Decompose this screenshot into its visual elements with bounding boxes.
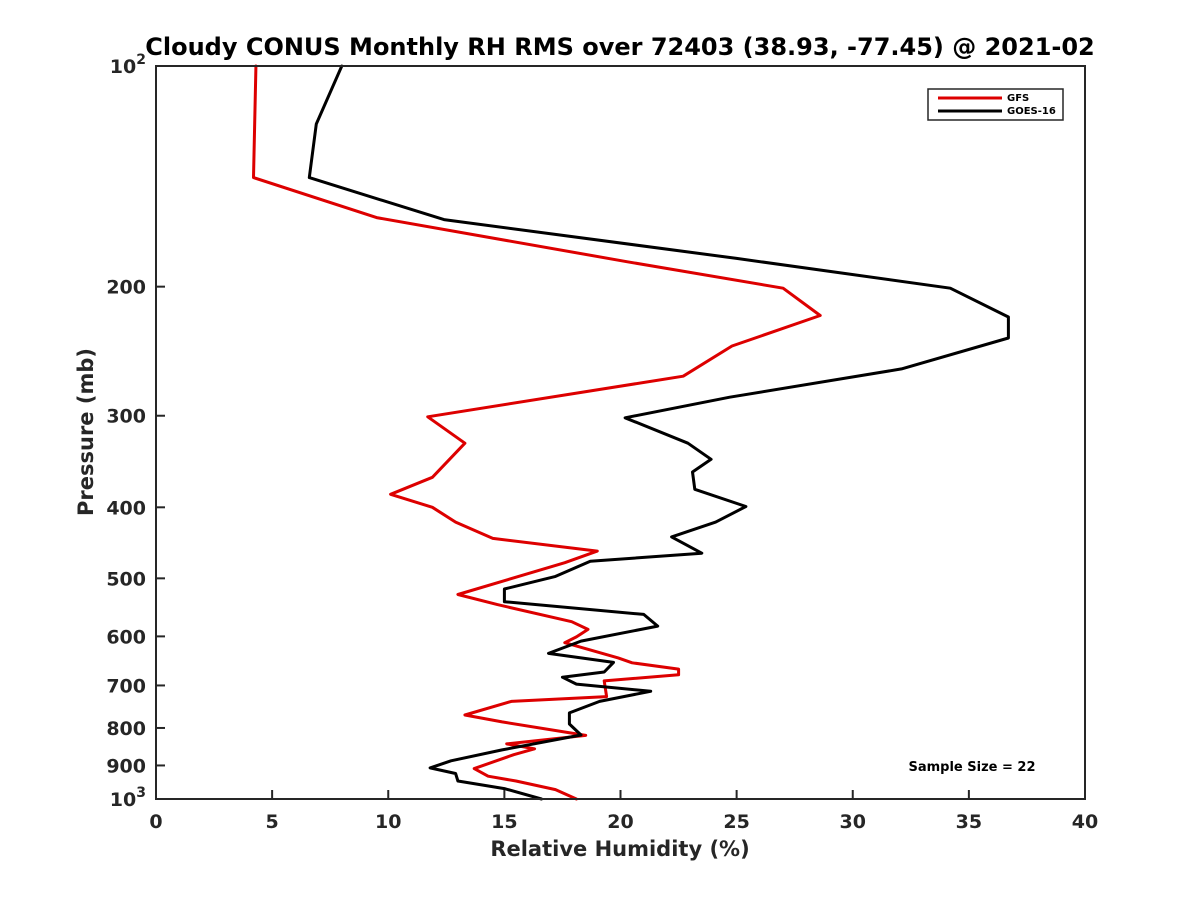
x-tick-label: 20 xyxy=(607,811,633,833)
y-tick-label: 400 xyxy=(106,497,146,519)
x-tick-label: 5 xyxy=(266,811,279,833)
x-tick-label: 15 xyxy=(491,811,517,833)
x-tick-label: 25 xyxy=(723,811,749,833)
x-tick-label: 30 xyxy=(840,811,866,833)
x-tick-label: 0 xyxy=(149,811,162,833)
series-line-gfs xyxy=(252,64,822,801)
legend: GFS GOES-16 xyxy=(927,88,1064,121)
y-tick-label: 600 xyxy=(106,626,146,648)
y-tick-label: 103 xyxy=(110,785,146,811)
chart-title: Cloudy CONUS Monthly RH RMS over 72403 (… xyxy=(145,33,1095,61)
x-axis: 0 5 10 15 20 25 30 35 40 xyxy=(149,790,1098,833)
x-tick-label: 10 xyxy=(375,811,401,833)
y-tick-label: 300 xyxy=(106,406,146,428)
x-tick-label: 40 xyxy=(1072,811,1098,833)
y-tick-label: 200 xyxy=(106,277,146,299)
y-tick-label: 800 xyxy=(106,718,146,740)
plot-area xyxy=(252,64,1010,801)
y-tick-label: 700 xyxy=(106,675,146,697)
legend-label-goes16: GOES-16 xyxy=(1007,106,1056,117)
y-tick-label: 900 xyxy=(106,755,146,777)
y-tick-label: 102 xyxy=(110,52,146,78)
y-axis-label: Pressure (mb) xyxy=(74,348,98,516)
x-tick-label: 35 xyxy=(956,811,982,833)
sample-size-annotation: Sample Size = 22 xyxy=(908,760,1035,775)
legend-box xyxy=(927,88,1064,121)
series-line-goes16 xyxy=(307,64,1010,801)
y-axis: 102 200 300 400 500 600 700 800 900 103 xyxy=(106,52,165,811)
series-layer xyxy=(252,64,1010,801)
x-axis-label: Relative Humidity (%) xyxy=(490,837,749,861)
legend-label-gfs: GFS xyxy=(1007,93,1029,104)
y-tick-label: 500 xyxy=(106,568,146,590)
